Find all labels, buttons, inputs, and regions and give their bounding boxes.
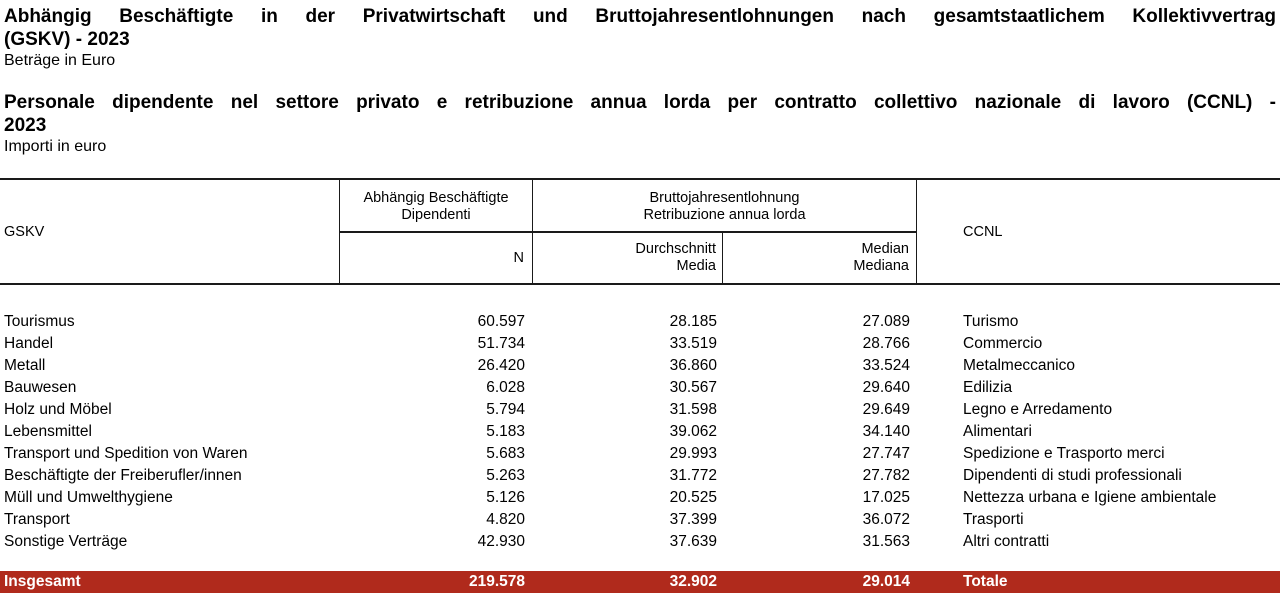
- header-group-employees-de: Abhängig Beschäftigte: [363, 189, 509, 206]
- cell-median: 33.524: [862, 357, 910, 374]
- cell-n: 5.126: [486, 489, 525, 506]
- cell-gskv: Lebensmittel: [4, 423, 92, 440]
- cell-mean: 39.062: [669, 423, 717, 440]
- cell-ccnl: Dipendenti di studi professionali: [963, 467, 1182, 484]
- cell-median: 34.140: [862, 423, 910, 440]
- table-row: Müll und Umwelthygiene 5.126 20.525 17.025 N…: [0, 487, 1280, 509]
- cell-n: 6.028: [486, 379, 525, 396]
- cell-ccnl: Nettezza urbana e Igiene ambientale: [963, 489, 1217, 506]
- cell-n: 5.794: [486, 401, 525, 418]
- data-table: GSKV Abhängig Beschäftigte Dipendenti Br…: [0, 178, 1280, 593]
- title-german-line1: Abhängig Beschäftigte in der Privatwirts…: [4, 6, 1276, 27]
- cell-ccnl: Altri contratti: [963, 533, 1050, 550]
- header-sub-median-de: Median: [861, 241, 909, 257]
- cell-median: 17.025: [862, 489, 910, 506]
- table-row: Metall 26.420 36.860 33.524 Metalmeccanico: [0, 355, 1280, 377]
- total-label-german: Insgesamt: [4, 573, 81, 590]
- cell-ccnl: Trasporti: [963, 511, 1024, 528]
- total-median: 29.014: [862, 573, 910, 590]
- cell-gskv: Transport: [4, 511, 70, 528]
- title-german-line2: (GSKV) - 2023: [4, 29, 130, 50]
- cell-mean: 36.860: [669, 357, 717, 374]
- cell-mean: 37.639: [669, 533, 717, 550]
- cell-gskv: Sonstige Verträge: [4, 533, 128, 550]
- subtitle-german: Beträge in Euro: [4, 52, 116, 69]
- table-row: Tourismus 60.597 28.185 27.089 Turismo: [0, 311, 1280, 333]
- cell-mean: 28.185: [669, 313, 717, 330]
- cell-n: 60.597: [477, 313, 525, 330]
- title-block: Abhängig Beschäftigte in der Privatwirts…: [0, 0, 1280, 157]
- title-italian-line1: Personale dipendente nel settore privato…: [4, 92, 1276, 113]
- cell-gskv: Bauwesen: [4, 379, 77, 396]
- cell-n: 5.183: [486, 423, 525, 440]
- cell-n: 42.930: [477, 533, 525, 550]
- cell-ccnl: Spedizione e Trasporto merci: [963, 445, 1165, 462]
- cell-mean: 31.598: [669, 401, 717, 418]
- table-row: Holz und Möbel 5.794 31.598 29.649 Legno e A…: [0, 399, 1280, 421]
- title-italian-line2: 2023: [4, 115, 47, 136]
- header-sub-mean-de: Durchschnitt: [635, 241, 716, 257]
- header-sub-median-it: Mediana: [853, 258, 909, 274]
- cell-n: 51.734: [477, 335, 525, 352]
- subtitle-italian: Importi in euro: [4, 138, 107, 155]
- cell-ccnl: Commercio: [963, 335, 1043, 352]
- table-total-row: Insgesamt 219.578 32.902 29.014 Totale: [0, 571, 1280, 593]
- cell-median: 36.072: [862, 511, 910, 528]
- cell-gskv: Tourismus: [4, 313, 75, 330]
- cell-median: 27.747: [862, 445, 910, 462]
- cell-n: 5.263: [486, 467, 525, 484]
- cell-gskv: Müll und Umwelthygiene: [4, 489, 173, 506]
- cell-gskv: Handel: [4, 335, 54, 352]
- cell-gskv: Transport und Spedition von Waren: [4, 445, 248, 462]
- cell-ccnl: Metalmeccanico: [963, 357, 1075, 374]
- table-row: Transport 4.820 37.399 36.072 Trasporti: [0, 509, 1280, 531]
- cell-n: 4.820: [486, 511, 525, 528]
- header-group-pay: Bruttojahresentlohnung Retribuzione annu…: [533, 180, 917, 233]
- table-row: Sonstige Verträge 42.930 37.639 31.563 Altri…: [0, 531, 1280, 553]
- header-group-employees-it: Dipendenti: [401, 206, 471, 223]
- header-gskv: GSKV: [0, 180, 340, 283]
- header-sub-mean: Durchschnitt Media: [533, 233, 723, 283]
- cell-ccnl: Alimentari: [963, 423, 1032, 440]
- title-block-italian: Personale dipendente nel settore privato…: [4, 91, 1276, 157]
- cell-gskv: Metall: [4, 357, 46, 374]
- cell-ccnl: Legno e Arredamento: [963, 401, 1113, 418]
- table-row: Lebensmittel 5.183 39.062 34.140 Alimentari: [0, 421, 1280, 443]
- table-row: Bauwesen 6.028 30.567 29.640 Edilizia: [0, 377, 1280, 399]
- cell-median: 28.766: [862, 335, 910, 352]
- cell-median: 29.640: [862, 379, 910, 396]
- cell-median: 29.649: [862, 401, 910, 418]
- cell-median: 27.782: [862, 467, 910, 484]
- table-row: Handel 51.734 33.519 28.766 Commercio: [0, 333, 1280, 355]
- table-row: Beschäftigte der Freiberufler/innen 5.263…: [0, 465, 1280, 487]
- cell-gskv: Holz und Möbel: [4, 401, 112, 418]
- header-ccnl: CCNL: [963, 223, 1003, 240]
- cell-median: 27.089: [862, 313, 910, 330]
- cell-gskv: Beschäftigte der Freiberufler/innen: [4, 467, 242, 484]
- cell-n: 26.420: [477, 357, 525, 374]
- cell-mean: 31.772: [669, 467, 717, 484]
- header-sub-mean-it: Media: [676, 258, 717, 274]
- total-n: 219.578: [468, 573, 525, 590]
- header-group-employees: Abhängig Beschäftigte Dipendenti: [340, 180, 533, 233]
- header-sub-median: Median Mediana: [723, 233, 917, 283]
- cell-mean: 37.399: [669, 511, 717, 528]
- cell-mean: 33.519: [669, 335, 717, 352]
- total-label-italian: Totale: [963, 573, 1008, 590]
- header-group-pay-de: Bruttojahresentlohnung: [649, 189, 800, 206]
- cell-mean: 30.567: [669, 379, 717, 396]
- cell-mean: 29.993: [669, 445, 717, 462]
- header-sub-n: N: [340, 233, 533, 283]
- cell-n: 5.683: [486, 445, 525, 462]
- cell-mean: 20.525: [669, 489, 717, 506]
- total-mean: 32.902: [669, 573, 717, 590]
- cell-ccnl: Turismo: [963, 313, 1019, 330]
- table-header: GSKV Abhängig Beschäftigte Dipendenti Br…: [0, 178, 1280, 285]
- table-row: Transport und Spedition von Waren 5.683 29…: [0, 443, 1280, 465]
- header-group-pay-it: Retribuzione annua lorda: [643, 206, 806, 223]
- cell-ccnl: Edilizia: [963, 379, 1013, 396]
- cell-median: 31.563: [862, 533, 910, 550]
- table-body: Tourismus 60.597 28.185 27.089 Turismo Handel…: [0, 285, 1280, 553]
